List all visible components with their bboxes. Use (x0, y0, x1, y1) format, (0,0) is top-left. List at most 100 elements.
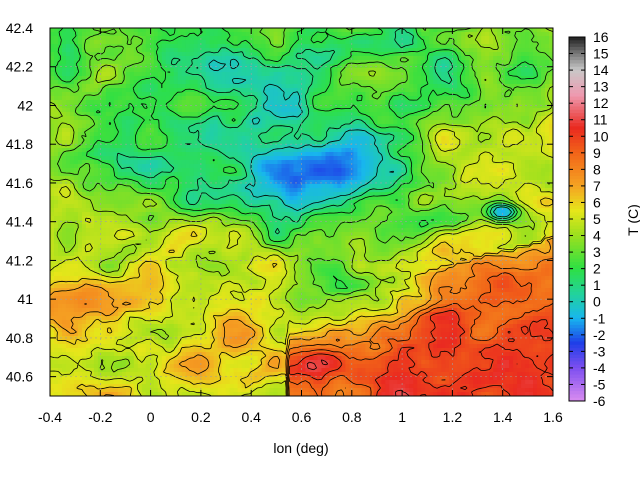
colorbar-segment (569, 60, 585, 64)
colorbar-segment (569, 232, 585, 237)
colorbar-tick-label: 3 (593, 244, 601, 260)
colorbar-segment (569, 195, 585, 200)
x-axis-title: lon (deg) (273, 440, 328, 456)
colorbar-segment (569, 83, 585, 88)
x-axis: -0.4 -0.2 0 0.2 0.4 0.6 0.8 1 1.2 1.4 1.6 (38, 28, 563, 425)
colorbar-segment (569, 324, 585, 329)
colorbar-tick-label: 14 (593, 62, 609, 78)
colorbar-segment (569, 162, 585, 167)
y-tick-label: 41.4 (6, 214, 33, 230)
colorbar-segment (569, 301, 585, 306)
colorbar-segment (569, 371, 585, 376)
y-axis: 40.6 40.8 41 41.2 41.4 41.6 41.8 42 42.2 42.4 (6, 20, 553, 385)
y-tick-label: 41.2 (6, 252, 33, 268)
y-tick-label: 42 (17, 97, 33, 113)
colorbar-segment (569, 40, 585, 45)
colorbar-segment (569, 344, 585, 349)
colorbar-segment (569, 156, 585, 160)
colorbar-tick-label: -5 (593, 376, 606, 392)
colorbar-segment (569, 318, 585, 323)
colorbar-segment (569, 209, 585, 213)
colorbar-segment (569, 271, 585, 276)
colorbar-segment (569, 381, 585, 385)
colorbar-segment (569, 321, 585, 326)
colorbar-title: T (C) (625, 204, 640, 236)
colorbar-segment (569, 258, 585, 263)
colorbar-segment (569, 146, 585, 151)
y-tick-label: 42.2 (6, 59, 33, 75)
colorbar-segment (569, 311, 585, 316)
colorbar-segment (569, 228, 585, 233)
colorbar-tick-label: -3 (593, 343, 606, 359)
colorbar-segment (569, 219, 585, 223)
colorbar-segment (569, 106, 585, 111)
contour-lines (50, 28, 553, 396)
colorbar-tick-label: 5 (593, 211, 601, 227)
x-tick-label: 1 (398, 409, 406, 425)
colorbar-segment (569, 225, 585, 230)
colorbar-segment (569, 199, 585, 203)
colorbar-segment (569, 96, 585, 101)
colorbar-segment (569, 136, 585, 141)
colorbar-segment (569, 334, 585, 339)
colorbar-segment (569, 275, 585, 280)
colorbar-segment (569, 73, 585, 78)
colorbar-segment (569, 384, 585, 389)
colorbar-segment (569, 222, 585, 227)
colorbar-segment (569, 93, 585, 98)
colorbar-segment (569, 298, 585, 303)
colorbar-segment (569, 262, 585, 266)
colorbar-segment (569, 205, 585, 210)
colorbar-segment (569, 354, 585, 359)
x-tick-label: 0.6 (292, 409, 312, 425)
colorbar-segment (569, 159, 585, 164)
colorbar-segment (569, 149, 585, 154)
colorbar-segment (569, 374, 585, 379)
colorbar-segment (569, 166, 585, 170)
grid-lines (50, 27, 553, 396)
colorbar-segment (569, 361, 585, 366)
colorbar-segment (569, 89, 585, 94)
colorbar-tick-label: 10 (593, 128, 609, 144)
colorbar-segment (569, 116, 585, 121)
colorbar-segment (569, 50, 585, 55)
y-tick-label: 41 (17, 291, 33, 307)
colorbar-segment (569, 182, 585, 187)
colorbar-segment (569, 37, 585, 41)
colorbar-segment (569, 179, 585, 184)
colorbar-segment (569, 103, 585, 107)
colorbar-segment (569, 169, 585, 174)
colorbar-segment (569, 295, 585, 299)
colorbar-segment (569, 367, 585, 372)
colorbar-segment (569, 113, 585, 117)
colorbar-segment (569, 265, 585, 270)
colorbar-segment (569, 357, 585, 362)
colorbar-segment (569, 291, 585, 296)
colorbar-segment (569, 314, 585, 319)
colorbar-segment (569, 248, 585, 253)
colorbar-tick-label: 13 (593, 79, 609, 95)
colorbar-tick-label: 4 (593, 228, 601, 244)
colorbar-tick-label: 2 (593, 261, 601, 277)
contour-path (50, 28, 553, 396)
colorbar-tick-label: 15 (593, 46, 609, 62)
colorbar-tick-label: 16 (593, 29, 609, 45)
colorbar-segment (569, 285, 585, 289)
colorbar-segment (569, 129, 585, 134)
colorbar-segment (569, 305, 585, 309)
y-tick-label: 40.6 (6, 369, 33, 385)
y-tick-label: 40.8 (6, 330, 33, 346)
colorbar-segment (569, 202, 585, 207)
y-tick-label: 42.4 (6, 20, 33, 36)
colorbar-segment (569, 215, 585, 220)
colorbar-tick-label: -1 (593, 310, 606, 326)
colorbar-segment (569, 397, 585, 402)
colorbar-tick-label: -4 (593, 360, 606, 376)
colorbar-segment (569, 46, 585, 51)
colorbar-segment (569, 377, 585, 382)
colorbar-tick-label: 1 (593, 277, 601, 293)
colorbar-segment (569, 364, 585, 369)
colorbar-segment (569, 86, 585, 91)
